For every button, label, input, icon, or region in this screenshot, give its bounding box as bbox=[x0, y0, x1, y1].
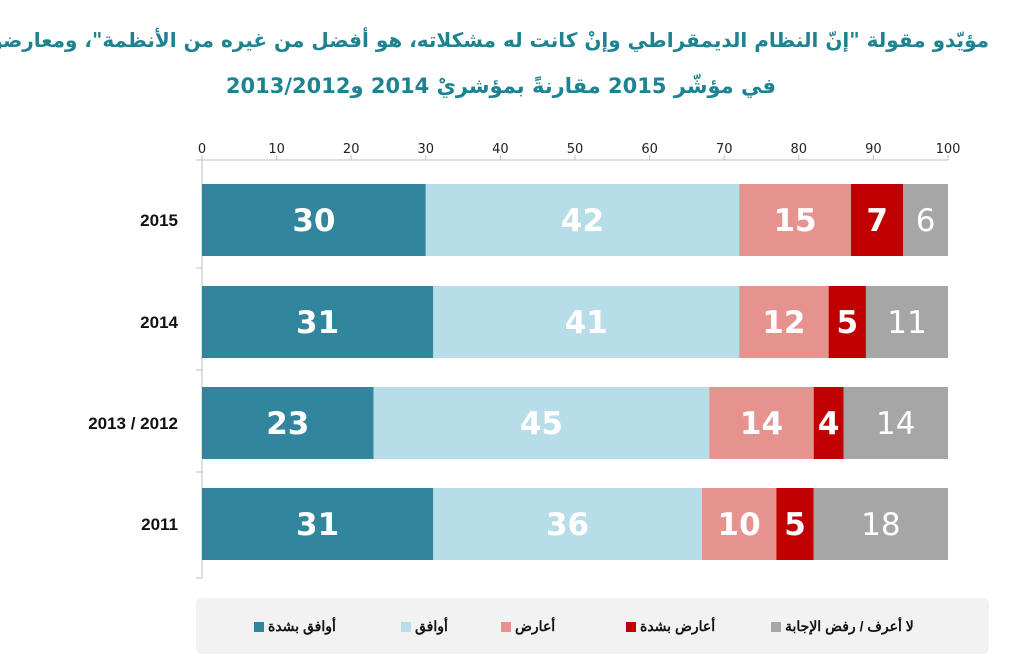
data-label: 31 bbox=[296, 305, 339, 341]
bar-segment bbox=[813, 387, 844, 459]
legend-item: أعارض bbox=[501, 618, 555, 635]
data-label: 18 bbox=[861, 507, 900, 543]
bar-segment bbox=[709, 387, 814, 459]
bar-segment bbox=[828, 286, 866, 358]
legend-swatch bbox=[771, 621, 781, 632]
data-label: 14 bbox=[876, 406, 915, 442]
x-tick-label: 20 bbox=[343, 142, 360, 157]
bar-segment bbox=[202, 488, 434, 560]
data-label: 14 bbox=[740, 406, 783, 442]
category-label: 2013 / 2012 bbox=[88, 414, 178, 433]
legend-item: أوافق bbox=[401, 618, 448, 635]
data-label: 31 bbox=[296, 507, 339, 543]
legend: أوافق بشدة أوافق أعارض أعارض بشدة لا أعرف / … bbox=[196, 598, 989, 654]
category-label: 2015 bbox=[140, 211, 178, 230]
chart-title-line1: مؤيّدو مقولة "إنّ النظام الديمقراطي وإنْ… bbox=[0, 28, 989, 52]
bar-segment bbox=[202, 286, 434, 358]
legend-swatch bbox=[501, 621, 511, 632]
bar-segment bbox=[433, 488, 702, 560]
legend-item: أوافق بشدة bbox=[254, 618, 336, 635]
bar-segment bbox=[739, 184, 852, 256]
x-tick-label: 10 bbox=[268, 142, 285, 157]
bar-segment bbox=[739, 286, 829, 358]
bar-segment bbox=[865, 286, 948, 358]
legend-item: أعارض بشدة bbox=[626, 618, 715, 635]
legend-swatch bbox=[401, 621, 411, 632]
data-label: 5 bbox=[784, 507, 806, 543]
data-label: 5 bbox=[837, 305, 859, 341]
data-label: 41 bbox=[565, 305, 608, 341]
category-label: 2011 bbox=[141, 515, 178, 534]
bar-segment bbox=[701, 488, 777, 560]
data-label: 6 bbox=[916, 203, 936, 239]
x-tick-label: 0 bbox=[198, 142, 206, 157]
bar-segment bbox=[202, 387, 374, 459]
x-tick-label: 30 bbox=[418, 142, 435, 157]
data-label: 10 bbox=[718, 507, 761, 543]
x-tick-label: 60 bbox=[641, 142, 658, 157]
data-label: 12 bbox=[762, 305, 805, 341]
bar-segment bbox=[433, 286, 740, 358]
bar-segment bbox=[813, 488, 948, 560]
bar-segment bbox=[202, 184, 426, 256]
x-tick-label: 40 bbox=[492, 142, 509, 157]
legend-swatch bbox=[254, 621, 264, 632]
x-tick-label: 50 bbox=[567, 142, 584, 157]
data-label: 11 bbox=[887, 305, 926, 341]
data-label: 15 bbox=[773, 203, 816, 239]
data-label: 23 bbox=[266, 406, 309, 442]
data-label: 36 bbox=[546, 507, 589, 543]
data-label: 45 bbox=[520, 406, 563, 442]
stacked-bar-chart: 0 10 20 30 40 50 60 70 80 90 100 2015 30 42 15 7 6 2014 31… bbox=[88, 142, 961, 579]
chart-title-line2: في مؤشّر 2015 مقارنةً بمؤشريْ 2014 و2013… bbox=[225, 74, 776, 98]
data-label: 30 bbox=[292, 203, 335, 239]
data-label: 4 bbox=[818, 406, 840, 442]
bar-segment bbox=[776, 488, 814, 560]
bar-segment bbox=[903, 184, 948, 256]
legend-swatch bbox=[626, 621, 636, 632]
legend-label: لا أعرف / رفض الإجابة bbox=[785, 618, 914, 634]
bar-segment bbox=[425, 184, 740, 256]
data-label: 42 bbox=[561, 203, 604, 239]
bar-segment bbox=[851, 184, 904, 256]
x-tick-label: 70 bbox=[716, 142, 733, 157]
legend-label: أعارض bbox=[515, 618, 556, 634]
category-label: 2014 bbox=[140, 313, 178, 332]
legend-label: أوافق bbox=[415, 618, 448, 634]
legend-label: أعارض بشدة bbox=[640, 618, 716, 634]
data-label: 7 bbox=[866, 203, 888, 239]
bar-segment bbox=[373, 387, 710, 459]
bar-segment bbox=[843, 387, 948, 459]
legend-label: أوافق بشدة bbox=[268, 618, 336, 634]
x-tick-label: 80 bbox=[791, 142, 808, 157]
x-tick-label: 100 bbox=[936, 142, 961, 157]
x-tick-label: 90 bbox=[865, 142, 882, 157]
legend-item: لا أعرف / رفض الإجابة bbox=[771, 618, 914, 635]
